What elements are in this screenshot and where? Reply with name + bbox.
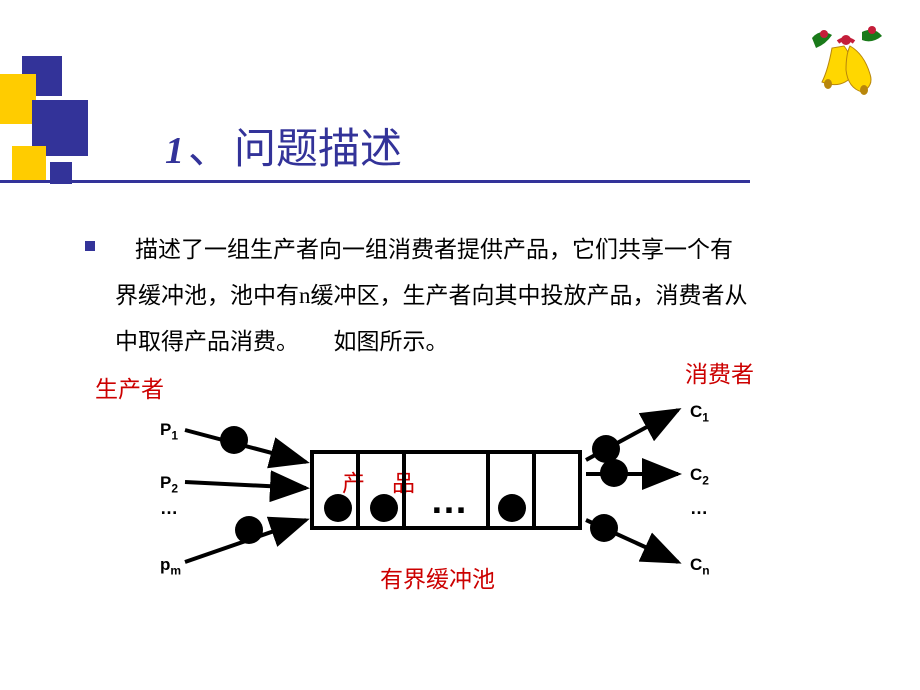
title-number: 1	[165, 129, 184, 173]
para-line3: 中取得产品消费。 如图所示。	[85, 319, 875, 365]
bullet-icon	[85, 241, 95, 251]
para-line1: 描述了一组生产者向一组消费者提供产品，它们共享一个有	[135, 237, 733, 262]
title-underline	[0, 180, 750, 183]
bell-icon	[802, 20, 892, 110]
title-text: 问题描述	[234, 115, 402, 176]
producer-consumer-diagram: 生产者 消费者 产 品 有界缓冲池 P1 P2 … pm C1 C2 … Cn …	[80, 360, 840, 660]
decor-block	[12, 146, 46, 180]
product-circle	[220, 426, 248, 454]
diagram-arrows	[80, 360, 840, 660]
product-circle	[600, 459, 628, 487]
product-circle	[590, 514, 618, 542]
para-line2: 界缓冲池，池中有n缓冲区，生产者向其中投放产品，消费者从	[85, 273, 875, 319]
decor-block	[0, 74, 36, 124]
product-circle	[235, 516, 263, 544]
title-separator: 、	[188, 115, 230, 176]
body-paragraph: 描述了一组生产者向一组消费者提供产品，它们共享一个有 界缓冲池，池中有n缓冲区，…	[85, 227, 875, 365]
decor-blocks	[0, 56, 120, 186]
slide-title: 1 、 问题描述	[165, 115, 402, 176]
